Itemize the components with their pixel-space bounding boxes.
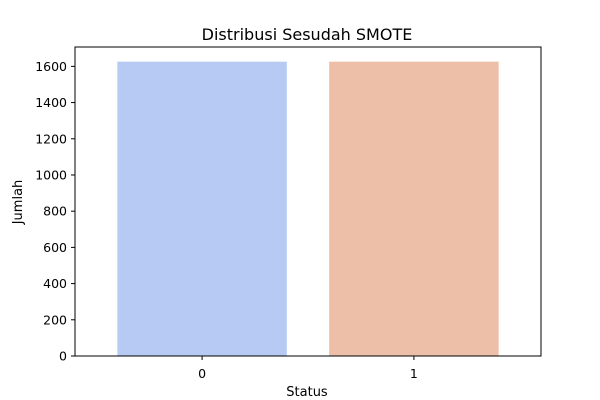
y-tick-label-200: 200 (43, 312, 67, 327)
chart-title: Distribusi Sesudah SMOTE (202, 25, 413, 44)
x-axis-label: Status (286, 385, 328, 400)
x-tick-label-0: 0 (198, 366, 206, 381)
y-tick-label-400: 400 (43, 276, 67, 291)
y-tick-label-1400: 1400 (35, 95, 67, 110)
y-tick-label-1000: 1000 (35, 167, 67, 182)
y-tick-label-1600: 1600 (35, 59, 67, 74)
bar-0 (117, 61, 287, 356)
y-axis: 0 200 400 600 800 1000 1200 1400 1600 (35, 59, 75, 364)
bars (117, 61, 499, 356)
y-tick-label-600: 600 (43, 240, 67, 255)
y-tick-label-800: 800 (43, 204, 67, 219)
x-tick-label-1: 1 (410, 366, 418, 381)
plot-frame (74, 46, 542, 357)
y-tick-label-0: 0 (59, 349, 67, 364)
bar-1 (329, 61, 499, 356)
y-axis-label: Jumlah (11, 180, 26, 226)
y-tick-label-1200: 1200 (35, 131, 67, 146)
